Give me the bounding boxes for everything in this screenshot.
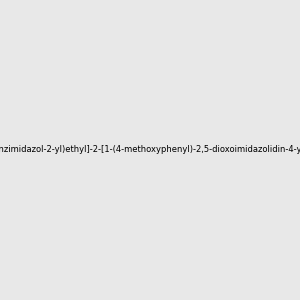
Text: N-[1-(1H-benzimidazol-2-yl)ethyl]-2-[1-(4-methoxyphenyl)-2,5-dioxoimidazolidin-4: N-[1-(1H-benzimidazol-2-yl)ethyl]-2-[1-(… — [0, 146, 300, 154]
